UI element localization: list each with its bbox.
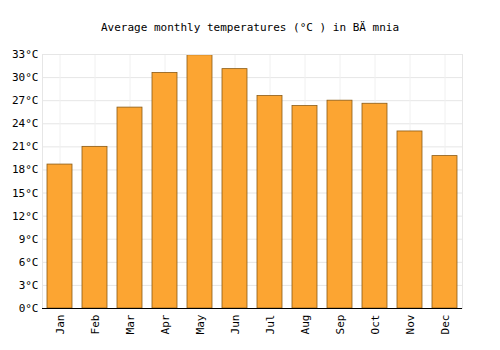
svg-text:Dec: Dec: [439, 315, 452, 335]
svg-text:Nov: Nov: [404, 314, 417, 334]
svg-text:Feb: Feb: [89, 315, 102, 335]
svg-text:6°C: 6°C: [19, 256, 39, 269]
svg-text:0°C: 0°C: [19, 302, 39, 315]
svg-text:27°C: 27°C: [12, 94, 39, 107]
svg-text:Sep: Sep: [334, 315, 347, 335]
svg-text:30°C: 30°C: [12, 71, 39, 84]
svg-text:21°C: 21°C: [12, 140, 39, 153]
svg-text:Mar: Mar: [124, 314, 137, 334]
html-text:Average monthly temperatures (: Average monthly temperatures (°C ) in BÄ…: [101, 21, 399, 34]
svg-text:9°C: 9°C: [19, 233, 39, 246]
svg-text:33°C: 33°C: [12, 48, 39, 61]
svg-text:May: May: [194, 314, 207, 334]
svg-text:Jun: Jun: [229, 315, 242, 335]
svg-text:15°C: 15°C: [12, 187, 39, 200]
svg-text:24°C: 24°C: [12, 117, 39, 130]
svg-text:Jul: Jul: [264, 315, 277, 335]
svg-text:12°C: 12°C: [12, 210, 39, 223]
svg-text:Apr: Apr: [159, 314, 172, 334]
svg-text:Jan: Jan: [54, 315, 67, 335]
svg-text:Oct: Oct: [369, 315, 382, 335]
svg-text:3°C: 3°C: [19, 279, 39, 292]
svg-text:18°C: 18°C: [12, 163, 39, 176]
svg-text:Aug: Aug: [299, 315, 312, 335]
